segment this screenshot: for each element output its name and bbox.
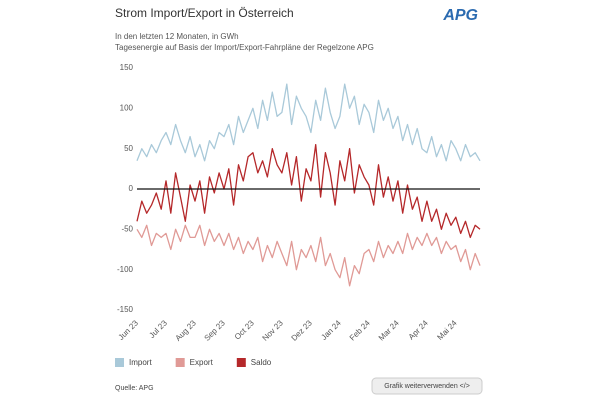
legend-label: Saldo — [251, 358, 272, 367]
subtitle: Tagesenergie auf Basis der Import/Export… — [115, 43, 374, 52]
legend-swatch — [115, 358, 124, 367]
series-line — [136, 83, 481, 162]
x-tick-label: Apr 24 — [407, 318, 430, 341]
x-tick-label: Jun 23 — [117, 318, 141, 342]
x-tick-label: Nov 23 — [261, 318, 286, 343]
legend-swatch — [236, 358, 246, 367]
share-button-label[interactable]: Grafik weiterverwenden </> — [384, 383, 470, 390]
series-line — [136, 224, 481, 287]
subtitle: In den letzten 12 Monaten, in GWh — [115, 32, 239, 41]
x-tick-label: Jan 24 — [319, 318, 343, 342]
y-tick-label: -50 — [121, 224, 133, 233]
legend-label: Export — [190, 358, 214, 367]
logo: APG — [442, 7, 478, 24]
legend-swatch — [175, 358, 185, 367]
x-tick-label: Aug 23 — [174, 318, 199, 343]
legend-label: Import — [129, 358, 152, 367]
x-tick-label: Jul 23 — [147, 318, 169, 340]
x-tick-label: Feb 24 — [348, 318, 372, 342]
share-button[interactable] — [371, 377, 483, 395]
y-tick-label: 150 — [120, 63, 134, 72]
y-tick-label: -150 — [117, 305, 134, 314]
x-tick-label: Mar 24 — [377, 318, 401, 342]
x-tick-label: Dez 23 — [290, 318, 315, 343]
x-tick-label: Mai 24 — [435, 318, 459, 342]
x-tick-label: Oct 23 — [233, 318, 256, 341]
x-tick-label: Sep 23 — [203, 318, 228, 343]
y-tick-label: 50 — [124, 144, 133, 153]
chart-title: Strom Import/Export in Österreich — [115, 6, 294, 20]
y-tick-label: 0 — [129, 184, 134, 193]
source: Quelle: APG — [115, 385, 154, 392]
series-line — [136, 143, 481, 239]
y-tick-label: 100 — [120, 103, 134, 112]
y-tick-label: -100 — [117, 265, 134, 274]
